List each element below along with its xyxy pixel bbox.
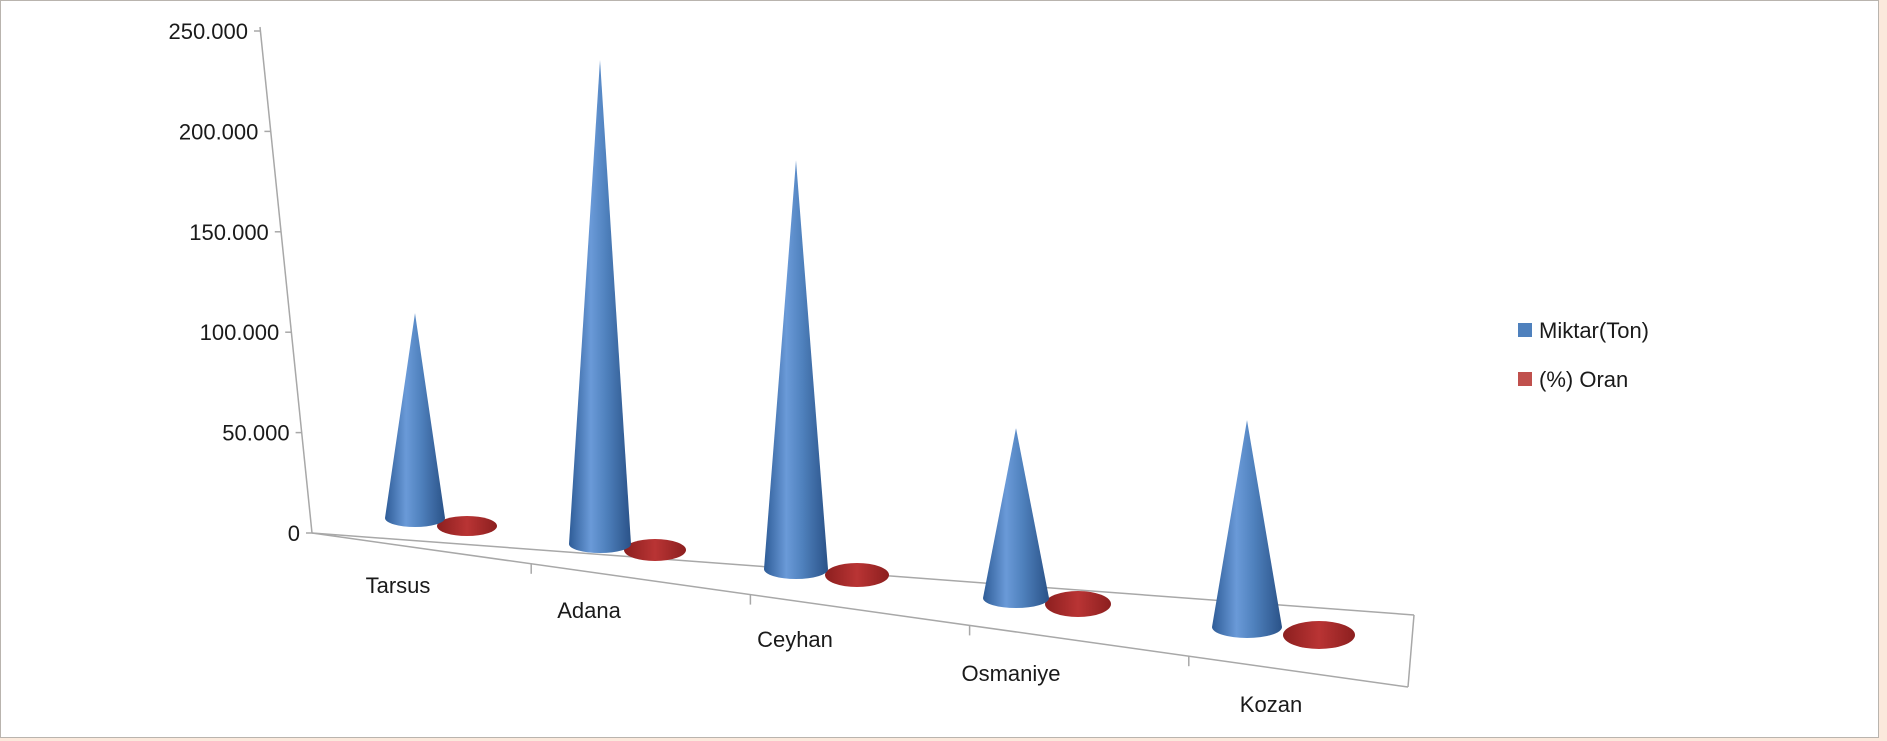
- cone-oran-kozan: [1283, 621, 1355, 649]
- cone-miktar-osmaniye: [983, 428, 1049, 608]
- chart-marks: [385, 59, 1355, 649]
- y-axis-ticks: 0 50.000 100.000 150.000 200.000 250.000: [168, 19, 312, 546]
- y-tick-label: 200.000: [179, 119, 259, 144]
- x-tick-label-osmaniye: Osmaniye: [961, 661, 1060, 686]
- legend-label-oran: (%) Oran: [1539, 367, 1628, 392]
- x-tick-label-adana: Adana: [557, 598, 621, 623]
- cone-miktar-tarsus: [385, 313, 445, 527]
- y-tick-label: 0: [288, 521, 300, 546]
- y-tick-label: 50.000: [222, 421, 289, 446]
- legend-swatch-miktar: [1518, 323, 1532, 337]
- cone-oran-tarsus: [437, 516, 497, 536]
- cone-oran-ceyhan: [825, 563, 889, 587]
- cone-miktar-adana: [569, 59, 631, 553]
- x-tick-label-tarsus: Tarsus: [366, 573, 431, 598]
- cone-miktar-kozan: [1212, 420, 1282, 638]
- cone-miktar-ceyhan: [764, 160, 828, 579]
- legend: Miktar(Ton) (%) Oran: [1518, 318, 1649, 392]
- y-axis-line: [259, 26, 313, 534]
- legend-swatch-oran: [1518, 372, 1532, 386]
- cone-oran-osmaniye: [1045, 591, 1111, 617]
- x-tick-label-ceyhan: Ceyhan: [757, 627, 833, 652]
- floor-right-edge: [1407, 614, 1415, 688]
- legend-label-miktar: Miktar(Ton): [1539, 318, 1649, 343]
- x-tick-label-kozan: Kozan: [1240, 692, 1302, 717]
- y-tick-label: 250.000: [168, 19, 248, 44]
- y-tick-label: 100.000: [200, 320, 280, 345]
- x-axis-ticks: Tarsus Adana Ceyhan Osmaniye Kozan: [366, 563, 1302, 717]
- y-tick-label: 150.000: [189, 220, 269, 245]
- floor-front-edge: [311, 532, 1409, 688]
- cone-oran-adana: [624, 539, 686, 561]
